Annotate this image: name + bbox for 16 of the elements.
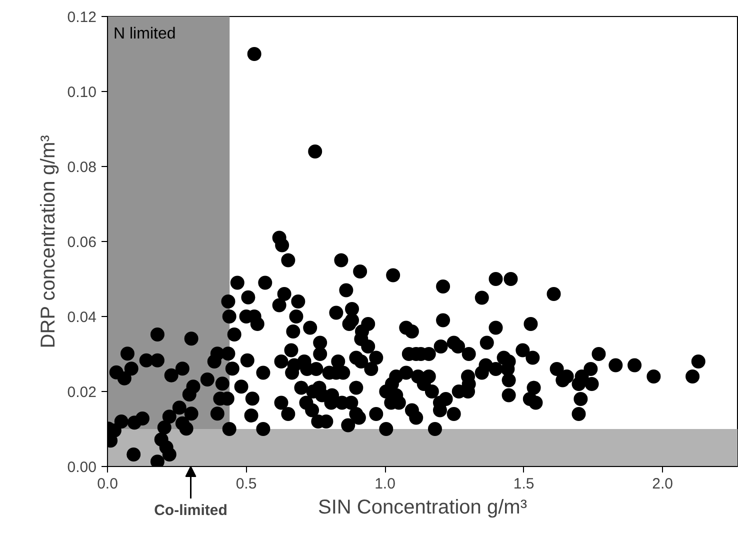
- y-tick-label: 0.10: [67, 84, 97, 101]
- x-tick-label: 0.0: [97, 476, 118, 492]
- x-tick-label: 1.5: [513, 476, 534, 492]
- y-tick-label: 0.00: [67, 459, 97, 476]
- x-axis-title: SIN Concentration g/m³: [318, 496, 528, 518]
- x-tick-label: 1.0: [374, 476, 396, 492]
- annotation: Co-limited: [154, 502, 228, 519]
- x-tick-label: 0.5: [236, 476, 257, 492]
- y-tick-label: 0.04: [67, 309, 97, 326]
- y-tick-label: 0.06: [67, 234, 97, 251]
- x-tick-label: 2.0: [652, 476, 673, 492]
- y-tick-label: 0.02: [67, 384, 97, 401]
- y-tick-label: 0.12: [67, 9, 97, 26]
- y-tick-label: 0.08: [67, 159, 97, 176]
- band-label: N limited: [114, 26, 176, 42]
- y-axis-title: DRP concentration g/m³: [37, 134, 60, 348]
